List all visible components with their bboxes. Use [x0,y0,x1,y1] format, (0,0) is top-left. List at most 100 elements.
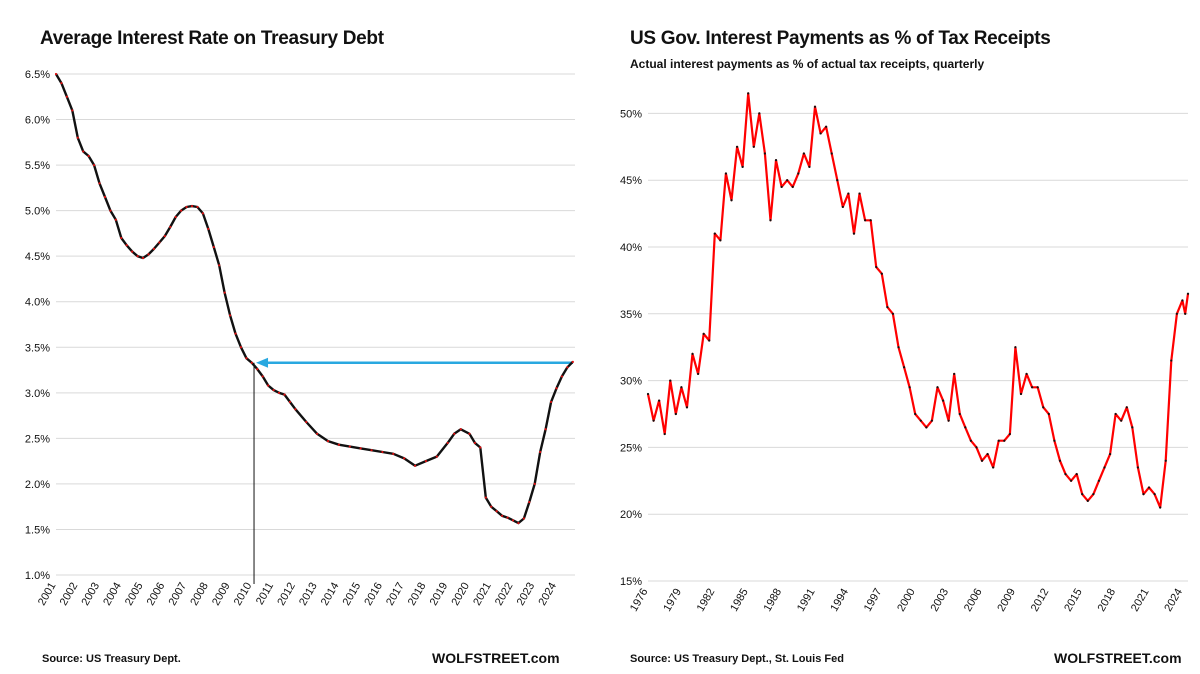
x-tick-label: 2024 [536,581,559,608]
data-point [511,519,515,522]
data-point [880,272,883,275]
y-tick-label: 5.5% [25,160,50,172]
data-point [218,264,221,267]
y-tick-label: 25% [620,442,642,454]
data-point [797,172,800,175]
data-point [533,482,536,486]
y-tick-label: 3.0% [25,388,50,400]
data-point [337,443,340,446]
data-point [1047,412,1050,416]
data-point [453,432,456,435]
data-point [841,205,844,209]
data-point [758,112,761,115]
data-point [1153,493,1156,496]
x-tick-label: 2002 [58,581,81,608]
data-point [958,412,961,416]
data-point [752,145,755,148]
data-point [713,232,716,235]
data-point [914,412,917,416]
data-point [109,209,112,212]
y-tick-label: 3.5% [25,342,50,354]
data-point [103,195,107,199]
x-tick-label: 2018 [406,581,429,608]
data-point [780,185,783,188]
data-point [294,408,297,411]
data-point [136,255,139,258]
x-tick-label: 2015 [1062,587,1085,614]
data-point [174,215,177,219]
data-point [992,466,995,469]
reference-arrow-head [256,357,269,368]
data-point [1031,386,1034,389]
data-point [370,449,373,452]
data-point [479,446,482,449]
data-point [986,452,989,456]
x-tick-label: 2016 [362,581,385,608]
data-point [506,516,509,519]
data-point [517,521,520,525]
y-tick-label: 45% [620,175,642,187]
data-point [169,225,172,229]
x-tick-label: 2009 [210,581,233,608]
data-point [1170,359,1173,362]
y-tick-label: 4.5% [25,251,50,263]
data-point [267,384,270,387]
data-point [891,312,895,315]
data-point [560,375,564,378]
data-point [98,182,101,185]
x-tick-label: 1997 [862,587,885,614]
y-tick-label: 40% [620,242,642,254]
series-line [54,73,574,525]
data-point [283,393,286,396]
x-tick-label: 2006 [145,581,168,608]
data-point [1069,479,1073,482]
y-tick-label: 15% [620,576,642,588]
x-tick-label: 2015 [341,581,364,608]
data-point [87,154,90,158]
data-point [316,432,319,435]
y-tick-label: 2.5% [25,433,50,445]
chart-title: Average Interest Rate on Treasury Debt [40,28,384,49]
data-point [886,306,889,309]
data-point [830,152,833,155]
data-point [936,386,939,389]
data-point [1147,486,1151,489]
data-point [1075,473,1078,476]
data-point [735,145,739,148]
data-point [691,352,694,355]
data-point [180,209,183,212]
data-point [1036,386,1039,389]
y-tick-label: 30% [620,376,642,388]
data-point [359,447,362,450]
data-point [747,92,750,95]
data-point [1184,312,1187,315]
data-point [1025,372,1028,376]
data-point [234,332,237,335]
data-point [196,205,199,209]
data-point [763,152,767,155]
data-point [413,464,417,467]
data-point [549,400,553,404]
data-point [71,109,74,112]
y-tick-label: 6.5% [25,69,50,81]
data-point [158,241,161,244]
data-point [813,105,817,108]
data-point [685,406,689,409]
chart-subtitle: Actual interest payments as % of actual … [630,57,985,71]
chart-brand: WOLFSTREET.com [1054,650,1182,666]
data-point [468,432,471,435]
data-point [836,179,839,182]
data-point [288,400,292,404]
data-point [969,439,972,442]
data-point [571,360,574,363]
data-point [435,455,438,458]
data-point [1186,292,1190,295]
data-point [1136,466,1139,469]
data-point [819,132,822,135]
chart-panel-interest-rate: Average Interest Rate on Treasury Debt 1… [25,28,575,666]
x-tick-label: 2017 [384,581,407,608]
chart-title: US Gov. Interest Payments as % of Tax Re… [630,28,1051,49]
data-point [1058,459,1062,462]
interest-payments-chart: 15% 20% 25% 30% 35% 40% 45% 50% 1976 1979 1982 1985… [620,92,1190,614]
data-point [1014,346,1017,349]
